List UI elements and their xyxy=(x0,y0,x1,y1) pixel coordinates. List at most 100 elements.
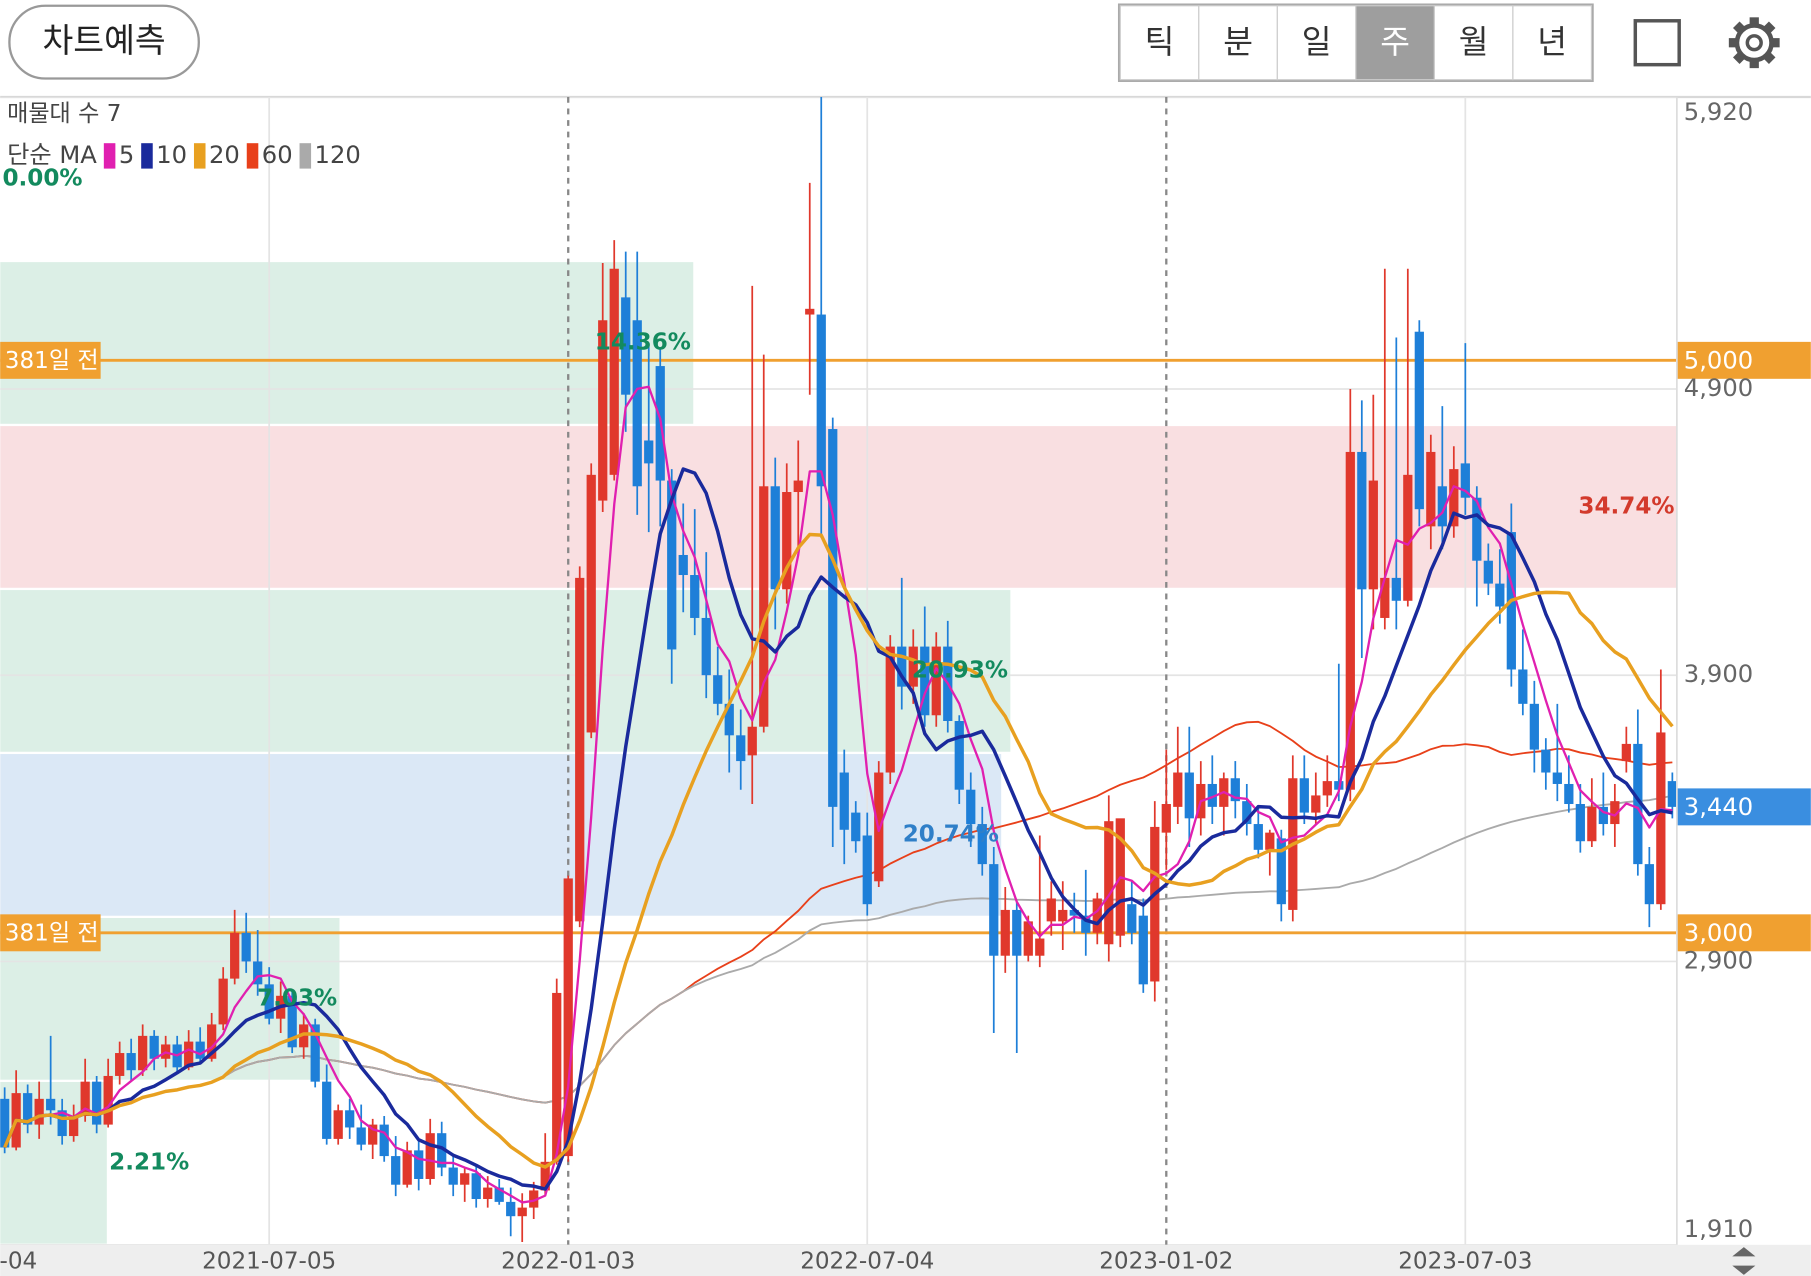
fullscreen-icon[interactable] xyxy=(1633,19,1681,67)
candle-body xyxy=(954,721,964,790)
candle-body xyxy=(1460,463,1470,498)
candle-body xyxy=(333,1110,343,1139)
period-button[interactable] xyxy=(1276,5,1357,81)
period-button[interactable] xyxy=(1512,5,1592,81)
candle-body xyxy=(184,1041,194,1068)
candle-body xyxy=(460,1173,470,1185)
price-tag-right-label: 5,000 xyxy=(1684,345,1753,374)
candle-body xyxy=(1035,938,1045,956)
candle-body xyxy=(713,675,723,704)
x-tick-label: 2023-07-03 xyxy=(1398,1249,1532,1275)
chart-layer: 0.00% 14.36% 34.74% 20.93% 20.74% 7.03% 2.21% 3… xyxy=(0,96,1811,1276)
candle-body xyxy=(690,575,700,618)
x-axis-band xyxy=(0,1244,1811,1276)
period-label: 분 xyxy=(1223,23,1253,61)
period-button[interactable] xyxy=(1433,5,1514,81)
price-tag-left-label: 381일 전 xyxy=(5,920,99,946)
candle-body xyxy=(1046,898,1056,922)
candle-body xyxy=(931,646,941,716)
candle-body xyxy=(1667,781,1677,807)
candle-body xyxy=(299,1024,309,1048)
period-label: 일 xyxy=(1302,23,1332,61)
x-tick-label: 2021-01-04 xyxy=(0,1249,37,1275)
candle-body xyxy=(920,646,930,716)
current-price-tag xyxy=(1676,788,1811,826)
period-label: 주 xyxy=(1380,23,1410,61)
candle-body xyxy=(1587,806,1597,842)
candle-body xyxy=(1000,909,1010,956)
candle-body xyxy=(437,1133,447,1168)
candle-body xyxy=(391,1156,401,1185)
candle-body xyxy=(368,1124,378,1145)
candle-body xyxy=(1012,909,1022,956)
candle-body xyxy=(966,789,976,825)
ma-line xyxy=(3,467,1673,1191)
gear-tooth xyxy=(1749,17,1759,29)
candle-body xyxy=(425,1133,435,1179)
candle-body xyxy=(1633,743,1643,865)
candle-body xyxy=(356,1127,366,1145)
candle-body xyxy=(851,812,861,842)
candle-body xyxy=(379,1124,389,1157)
candle-body xyxy=(1150,826,1160,982)
candle-body xyxy=(540,1161,550,1191)
y-tick-label: 3,900 xyxy=(1684,659,1753,688)
candle-body xyxy=(782,492,792,590)
candle-body xyxy=(149,1035,159,1059)
ma-swatch xyxy=(103,143,116,169)
ma-period: 10 xyxy=(156,140,187,169)
ma-period: 5 xyxy=(119,140,134,169)
settings-icon[interactable] xyxy=(1728,17,1780,69)
candle-body xyxy=(1138,915,1148,985)
period-button[interactable] xyxy=(1355,5,1435,81)
candle-body xyxy=(126,1053,136,1071)
candle-body xyxy=(1207,783,1217,807)
zone-label: 20.93% xyxy=(912,657,1008,683)
candle-body xyxy=(552,992,562,1162)
candle-body xyxy=(1104,821,1114,945)
candle-body xyxy=(885,646,895,773)
candle-body xyxy=(1276,838,1286,905)
candle-body xyxy=(1644,864,1654,905)
zone-label: 7.03% xyxy=(257,985,337,1011)
candle-body xyxy=(644,440,654,464)
period-button[interactable] xyxy=(1119,5,1200,81)
ma-swatch xyxy=(141,143,153,169)
candle-body xyxy=(724,703,734,736)
candle-body xyxy=(92,1081,102,1125)
candle-body xyxy=(586,474,596,733)
candle-body xyxy=(667,480,677,650)
zone-label: 34.74% xyxy=(1578,493,1674,519)
candle-body xyxy=(1610,801,1620,825)
candle-body xyxy=(1437,486,1447,527)
price-tag-right-label: 3,000 xyxy=(1684,918,1753,947)
candle-body xyxy=(310,1024,320,1082)
candle-body xyxy=(1368,480,1378,590)
candle-body xyxy=(1575,804,1585,842)
candle-body xyxy=(138,1035,148,1071)
candle-body xyxy=(1069,909,1079,916)
price-tag-left-label: 381일 전 xyxy=(5,348,99,374)
candle-body xyxy=(1265,832,1275,850)
candle-body xyxy=(287,995,297,1048)
candle-body xyxy=(598,320,608,501)
candle-body xyxy=(805,308,815,315)
candle-body xyxy=(1345,451,1355,790)
zone-label: 20.74% xyxy=(903,821,999,847)
candle-body xyxy=(1449,469,1459,527)
candle-body xyxy=(1299,778,1309,813)
candle-body xyxy=(103,1075,113,1125)
zone-label: 0.00% xyxy=(2,165,82,191)
y-tick-label: 1,910 xyxy=(1684,1214,1753,1243)
ma-line xyxy=(3,794,1673,1148)
candle-body xyxy=(1403,474,1413,601)
candle-body xyxy=(1518,669,1528,704)
ma-swatch xyxy=(246,143,259,169)
candle-body xyxy=(1426,451,1436,527)
predict-button[interactable] xyxy=(8,4,200,80)
candle-body xyxy=(816,314,826,487)
candle-body xyxy=(862,835,872,905)
